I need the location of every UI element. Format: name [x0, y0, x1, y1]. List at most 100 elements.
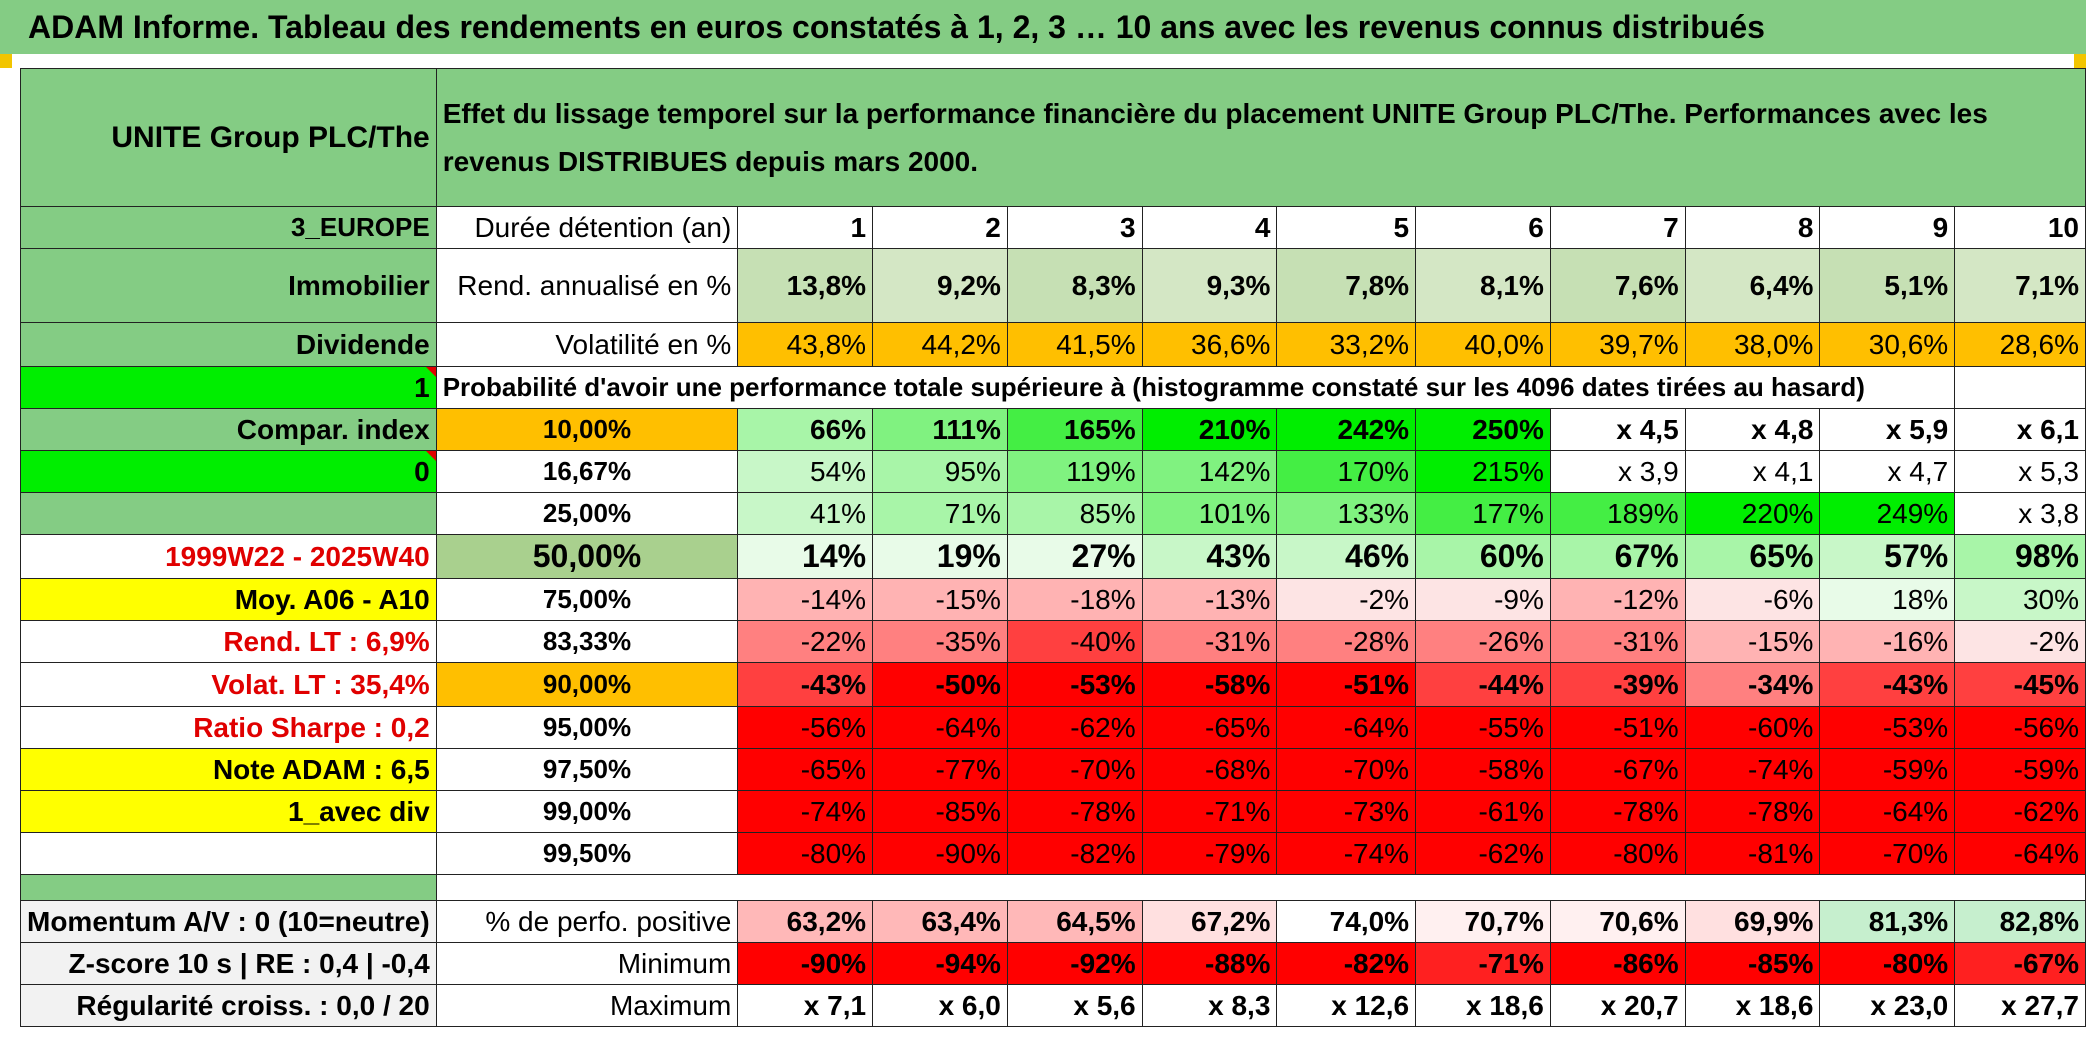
quantile-cell: 142%	[1141, 450, 1278, 493]
minimum-cell: -94%	[872, 942, 1008, 985]
quantile-cell: 101%	[1141, 492, 1278, 535]
quantile-cell: -62%	[1006, 706, 1143, 749]
rend-cell: 13,8%	[737, 248, 874, 323]
minimum-cell: -88%	[1141, 942, 1278, 985]
table-description: Effet du lissage temporel sur la perform…	[435, 68, 2086, 207]
minimum-cell: -67%	[1954, 942, 2086, 985]
quantile-cell: -22%	[737, 620, 874, 663]
quantile-row: Volat. LT : 35,4% 90,00% -43% -50% -53% -58% -…	[20, 662, 2086, 707]
quantile-cell: -51%	[1276, 662, 1417, 707]
rend-label: Rend. annualisé en %	[435, 248, 739, 323]
quantile-cell: -31%	[1141, 620, 1278, 663]
quantile-cell: 242%	[1276, 408, 1417, 451]
quantile-cell: -68%	[1141, 748, 1278, 791]
page-title: ADAM Informe. Tableau des rendements en …	[0, 0, 2086, 54]
quantile-cell: -80%	[737, 832, 874, 875]
quantile-cell: -58%	[1415, 748, 1551, 791]
quantile-cell: -14%	[737, 578, 874, 621]
index-flag-cell[interactable]: 1	[20, 366, 437, 409]
quantile-cell: -35%	[872, 620, 1008, 663]
quantile-cell: 250%	[1415, 408, 1551, 451]
quantile-cell: x 3,9	[1549, 450, 1686, 493]
proba-row: 1 Probabilité d'avoir une performance to…	[20, 366, 2086, 409]
quantile-cell: -90%	[872, 832, 1008, 875]
quantile-cell: -53%	[1006, 662, 1143, 707]
quantile-cell: -39%	[1549, 662, 1686, 707]
rend-lt-label: Rend. LT : 6,9%	[20, 620, 437, 663]
pct-positive-label: % de perfo. positive	[435, 900, 739, 943]
quantile-cell: -67%	[1549, 748, 1686, 791]
quantile-cell: 249%	[1819, 492, 1956, 535]
pct-positive-cell: 64,5%	[1006, 900, 1143, 943]
quantile-cell: 111%	[872, 408, 1008, 451]
zero-flag-cell[interactable]: 0	[20, 450, 437, 493]
rend-cell: 9,3%	[1141, 248, 1278, 323]
quantile-cell: -78%	[1549, 790, 1686, 833]
year-header-2: 2	[872, 206, 1008, 249]
quantile-label: 25,00%	[435, 492, 739, 535]
note-adam-label: Note ADAM : 6,5	[20, 748, 437, 791]
quantile-row: 99,50% -80% -90% -82% -79% -74% -62% -80% -81% -7…	[20, 832, 2086, 875]
maximum-cell: x 5,6	[1006, 984, 1143, 1027]
quantile-cell: -9%	[1415, 578, 1551, 621]
maximum-cell: x 18,6	[1684, 984, 1821, 1027]
quantile-cell: 19%	[872, 534, 1008, 579]
vol-cell: 28,6%	[1954, 322, 2086, 367]
maximum-cell: x 6,0	[872, 984, 1008, 1027]
maximum-cell: x 23,0	[1819, 984, 1956, 1027]
quantile-cell: -15%	[1684, 620, 1821, 663]
quantile-label: 50,00%	[435, 534, 739, 579]
quantile-cell: -70%	[1006, 748, 1143, 791]
quantile-cell: -56%	[737, 706, 874, 749]
quantile-cell: 189%	[1549, 492, 1686, 535]
maximum-cell: x 27,7	[1954, 984, 2086, 1027]
vol-cell: 40,0%	[1415, 322, 1551, 367]
pct-positive-cell: 81,3%	[1819, 900, 1956, 943]
quantile-cell: -18%	[1006, 578, 1143, 621]
quantile-cell: -80%	[1549, 832, 1686, 875]
quantile-cell: x 5,9	[1819, 408, 1956, 451]
quantile-cell: 220%	[1684, 492, 1821, 535]
quantile-label: 90,00%	[435, 662, 739, 707]
quantile-row: 25,00% 41% 71% 85% 101% 133% 177% 189% 220% 249% x…	[20, 492, 2086, 535]
performance-table: UNITE Group PLC/The Effet du lissage tem…	[20, 68, 2086, 1027]
corner-mark-right	[2074, 54, 2086, 68]
quantile-cell: -78%	[1006, 790, 1143, 833]
year-header-3: 3	[1006, 206, 1143, 249]
quantile-cell: 46%	[1276, 534, 1417, 579]
header-row: UNITE Group PLC/The Effet du lissage tem…	[20, 68, 2086, 207]
quantile-label: 95,00%	[435, 706, 739, 749]
quantile-row: Moy. A06 - A10 75,00% -14% -15% -18% -13% -2% -…	[20, 578, 2086, 621]
quantile-cell: -31%	[1549, 620, 1686, 663]
quantile-cell: 215%	[1415, 450, 1551, 493]
minimum-cell: -86%	[1549, 942, 1686, 985]
minimum-row: Z-score 10 s | RE : 0,4 | -0,4 Minimum -90…	[20, 942, 2086, 985]
quantile-cell: -40%	[1006, 620, 1143, 663]
quantile-cell: -12%	[1549, 578, 1686, 621]
maximum-row: Régularité croiss. : 0,0 / 20 Maximum x 7,…	[20, 984, 2086, 1027]
income-type-label: Dividende	[20, 322, 437, 367]
quantile-cell: x 6,1	[1954, 408, 2086, 451]
pct-positive-cell: 69,9%	[1684, 900, 1821, 943]
maximum-cell: x 7,1	[737, 984, 874, 1027]
quantile-cell: 18%	[1819, 578, 1956, 621]
quantile-cell: -64%	[872, 706, 1008, 749]
quantile-label: 75,00%	[435, 578, 739, 621]
vol-label: Volatilité en %	[435, 322, 739, 367]
quantile-cell: x 4,8	[1684, 408, 1821, 451]
quantile-label: 10,00%	[435, 408, 739, 451]
vol-cell: 43,8%	[737, 322, 874, 367]
minimum-cell: -82%	[1276, 942, 1417, 985]
quantile-cell: -61%	[1415, 790, 1551, 833]
quantile-cell: -44%	[1415, 662, 1551, 707]
pct-positive-cell: 82,8%	[1954, 900, 2086, 943]
avec-div-label: 1_avec div	[20, 790, 437, 833]
year-header-5: 5	[1276, 206, 1417, 249]
vol-cell: 30,6%	[1819, 322, 1956, 367]
minimum-cell: -71%	[1415, 942, 1551, 985]
quantile-cell: -85%	[872, 790, 1008, 833]
quantile-cell: x 5,3	[1954, 450, 2086, 493]
maximum-cell: x 20,7	[1549, 984, 1686, 1027]
quantile-cell: -45%	[1954, 662, 2086, 707]
year-header-10: 10	[1954, 206, 2086, 249]
